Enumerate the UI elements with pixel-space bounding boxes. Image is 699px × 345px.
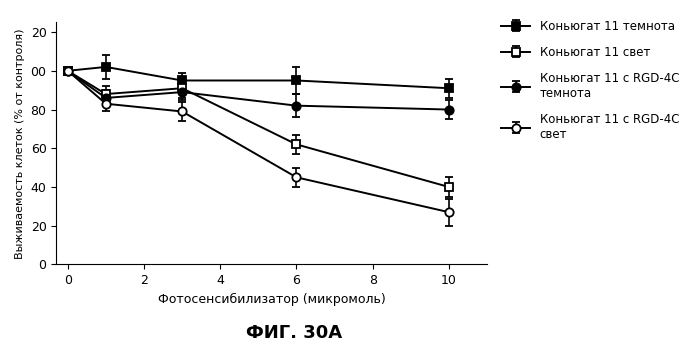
Legend: Коньюгат 11 темнота, Коньюгат 11 свет, Коньюгат 11 с RGD-4С
темнота, Коньюгат 11: Коньюгат 11 темнота, Коньюгат 11 свет, К… (498, 16, 683, 144)
X-axis label: Фотосенсибилизатор (микромоль): Фотосенсибилизатор (микромоль) (158, 293, 386, 306)
Y-axis label: Выживаемость клеток (% от контроля): Выживаемость клеток (% от контроля) (15, 28, 25, 259)
Text: ФИГ. 30А: ФИГ. 30А (245, 324, 342, 342)
